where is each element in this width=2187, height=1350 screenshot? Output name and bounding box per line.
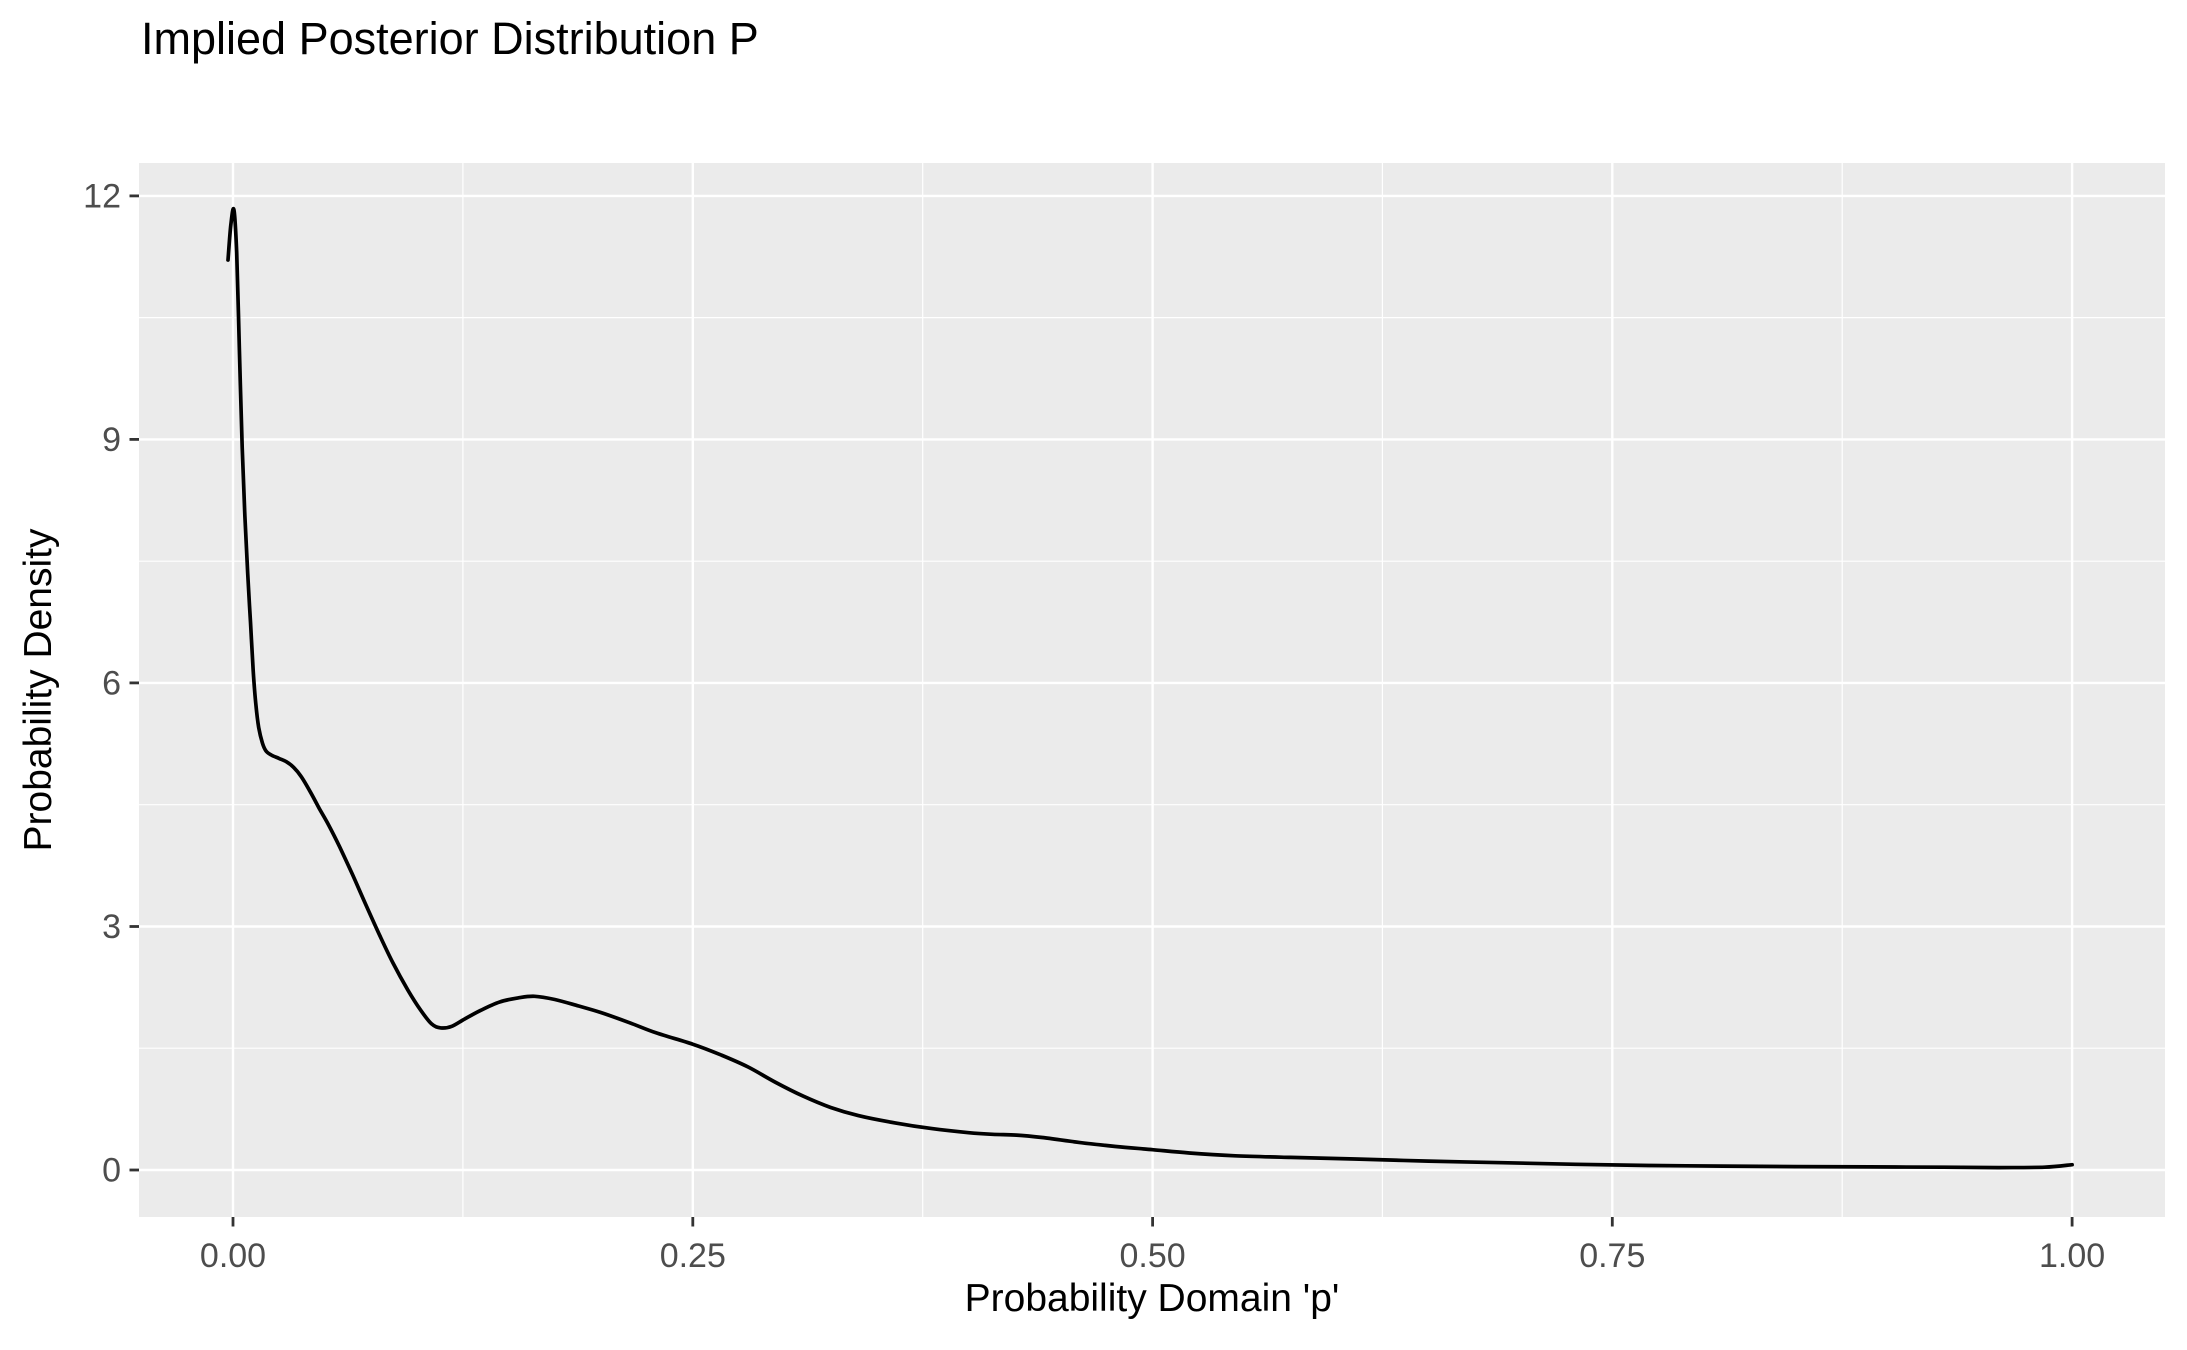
x-axis-title: Probability Domain 'p' — [965, 1277, 1340, 1320]
y-axis-ticks — [129, 194, 139, 1172]
major-gridlines — [139, 163, 2165, 1217]
x-axis-ticks — [231, 1217, 2074, 1227]
y-tick-label: 0 — [102, 1152, 121, 1190]
y-tick-label: 6 — [102, 664, 121, 702]
density-curve — [226, 206, 2074, 1170]
y-tick-label: 3 — [102, 908, 121, 946]
y-axis-title: Probability Density — [17, 528, 60, 851]
x-tick-label: 1.00 — [2039, 1237, 2105, 1275]
y-tick-label: 12 — [83, 177, 121, 215]
x-tick-label: 0.25 — [660, 1237, 726, 1275]
x-tick-label: 0.75 — [1579, 1237, 1645, 1275]
y-axis-tick-labels: 0 3 6 9 12 — [83, 177, 121, 1189]
chart-title: Implied Posterior Distribution P — [141, 13, 759, 64]
x-tick-label: 0.00 — [200, 1237, 266, 1275]
x-tick-label: 0.50 — [1120, 1237, 1186, 1275]
y-tick-label: 9 — [102, 421, 121, 459]
x-axis-tick-labels: 0.00 0.25 0.50 0.75 1.00 — [200, 1237, 2105, 1275]
